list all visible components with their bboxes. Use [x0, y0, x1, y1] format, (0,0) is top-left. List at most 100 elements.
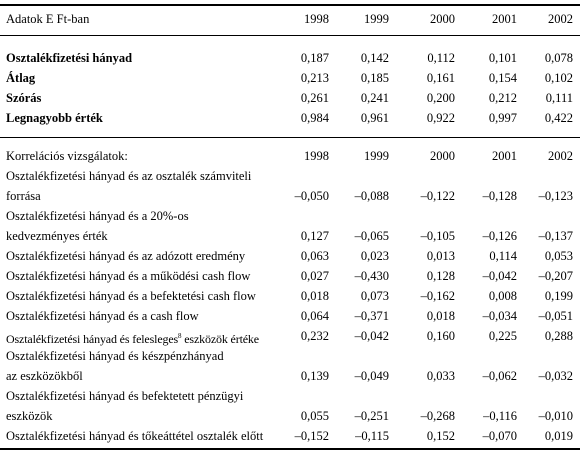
row-label-line: Osztalékfizetési hányad és a cash flow [6, 309, 199, 323]
cell: –0,371 [354, 309, 389, 323]
cell: –0,105 [420, 229, 455, 243]
cell: –0,034 [482, 309, 517, 323]
cell: –0,115 [355, 429, 389, 443]
cell: 0,019 [544, 429, 573, 443]
cell: –0,065 [354, 229, 389, 243]
cell: –0,116 [483, 409, 517, 423]
cell: 0,053 [544, 249, 573, 263]
row-label-line: Osztalékfizetési hányad és az adózott er… [6, 249, 246, 263]
cell: –0,070 [482, 429, 517, 443]
cell: 0,200 [426, 91, 455, 105]
cell: 0,023 [360, 249, 389, 263]
cell: 0,139 [300, 369, 329, 383]
header-year: 2002 [548, 12, 573, 26]
cell: 0,027 [300, 269, 329, 283]
cell: 0,018 [426, 309, 455, 323]
bottom-rule [0, 448, 580, 450]
row-label-line: kedvezményes érték [6, 229, 108, 243]
row-label-line: forrása [6, 189, 41, 203]
cell: 0,213 [300, 71, 329, 85]
row-label: Legnagyobb érték [6, 111, 103, 125]
cell: 0,422 [544, 111, 573, 125]
cell: 0,961 [360, 111, 389, 125]
cell: 0,078 [544, 51, 573, 65]
row-label-line: eszközök [6, 409, 53, 423]
correlation-year: 2001 [492, 149, 517, 163]
cell: 0,199 [544, 289, 573, 303]
row-label-line: Osztalékfizetési hányad és tőkeáttétel o… [6, 429, 264, 443]
cell: –0,122 [420, 189, 455, 203]
header-label: Adatok E Ft-ban [6, 12, 90, 26]
row-label-line: Osztalékfizetési hányad és befektetett p… [6, 389, 244, 403]
cell: 0,261 [300, 91, 329, 105]
cell: 0,241 [360, 91, 389, 105]
cell: –0,050 [294, 189, 329, 203]
cell: –0,123 [538, 189, 573, 203]
row-label-line: Osztalékfizetési hányad és a működési ca… [6, 269, 251, 283]
cell: –0,128 [482, 189, 517, 203]
correlation-year: 1999 [364, 149, 389, 163]
cell: 0,984 [300, 111, 329, 125]
cell: –0,126 [482, 229, 517, 243]
cell: 0,154 [488, 71, 517, 85]
correlation-year: 2000 [430, 149, 455, 163]
footnote-marker: 8 [178, 332, 182, 340]
cell: 0,073 [360, 289, 389, 303]
cell: 0,008 [488, 289, 517, 303]
row-label: Szórás [6, 91, 42, 105]
cell: –0,088 [354, 189, 389, 203]
cell: 0,232 [300, 329, 329, 343]
cell: 0,142 [360, 51, 389, 65]
cell: 0,152 [426, 429, 455, 443]
cell: 0,102 [544, 71, 573, 85]
top-rule [0, 4, 580, 6]
header-year: 1998 [304, 12, 329, 26]
row-label-part: eszközök értéke [181, 332, 259, 346]
cell: 0,185 [360, 71, 389, 85]
row-label-line: Osztalékfizetési hányad és a befektetési… [6, 289, 256, 303]
cell: –0,010 [538, 409, 573, 423]
header-rule [0, 35, 580, 36]
cell: –0,268 [420, 409, 455, 423]
cell: 0,013 [426, 249, 455, 263]
row-label: Átlag [6, 71, 36, 85]
row-label-line: Osztalékfizetési hányad és felesleges8 e… [6, 329, 259, 347]
row-label-line: Osztalékfizetési hányad és készpénzhánya… [6, 349, 224, 363]
cell: 0,063 [300, 249, 329, 263]
cell: 0,160 [426, 329, 455, 343]
cell: 0,922 [426, 111, 455, 125]
cell: –0,032 [538, 369, 573, 383]
cell: 0,128 [426, 269, 455, 283]
row-label-line: Osztalékfizetési hányad és a 20%-os [6, 209, 189, 223]
cell: 0,127 [300, 229, 329, 243]
correlation-heading: Korrelációs vizsgálatok: [6, 149, 128, 163]
section-rule [0, 137, 580, 138]
cell: 0,064 [300, 309, 329, 323]
cell: –0,062 [482, 369, 517, 383]
cell: 0,111 [545, 91, 573, 105]
cell: –0,042 [354, 329, 389, 343]
cell: 0,114 [489, 249, 517, 263]
cell: –0,049 [354, 369, 389, 383]
correlation-year: 1998 [304, 149, 329, 163]
cell: –0,162 [420, 289, 455, 303]
cell: 0,997 [488, 111, 517, 125]
cell: 0,018 [300, 289, 329, 303]
cell: 0,055 [300, 409, 329, 423]
cell: 0,033 [426, 369, 455, 383]
cell: 0,187 [300, 51, 329, 65]
cell: –0,051 [538, 309, 573, 323]
cell: –0,251 [354, 409, 389, 423]
cell: –0,042 [482, 269, 517, 283]
row-label-part: Osztalékfizetési hányad és felesleges [6, 332, 179, 346]
correlation-year: 2002 [548, 149, 573, 163]
cell: –0,207 [538, 269, 573, 283]
header-year: 2001 [492, 12, 517, 26]
header-year: 1999 [364, 12, 389, 26]
cell: 0,225 [488, 329, 517, 343]
row-label-line: az eszközökből [6, 369, 83, 383]
cell: 0,161 [426, 71, 455, 85]
header-year: 2000 [430, 12, 455, 26]
cell: –0,137 [538, 229, 573, 243]
cell: 0,212 [488, 91, 517, 105]
